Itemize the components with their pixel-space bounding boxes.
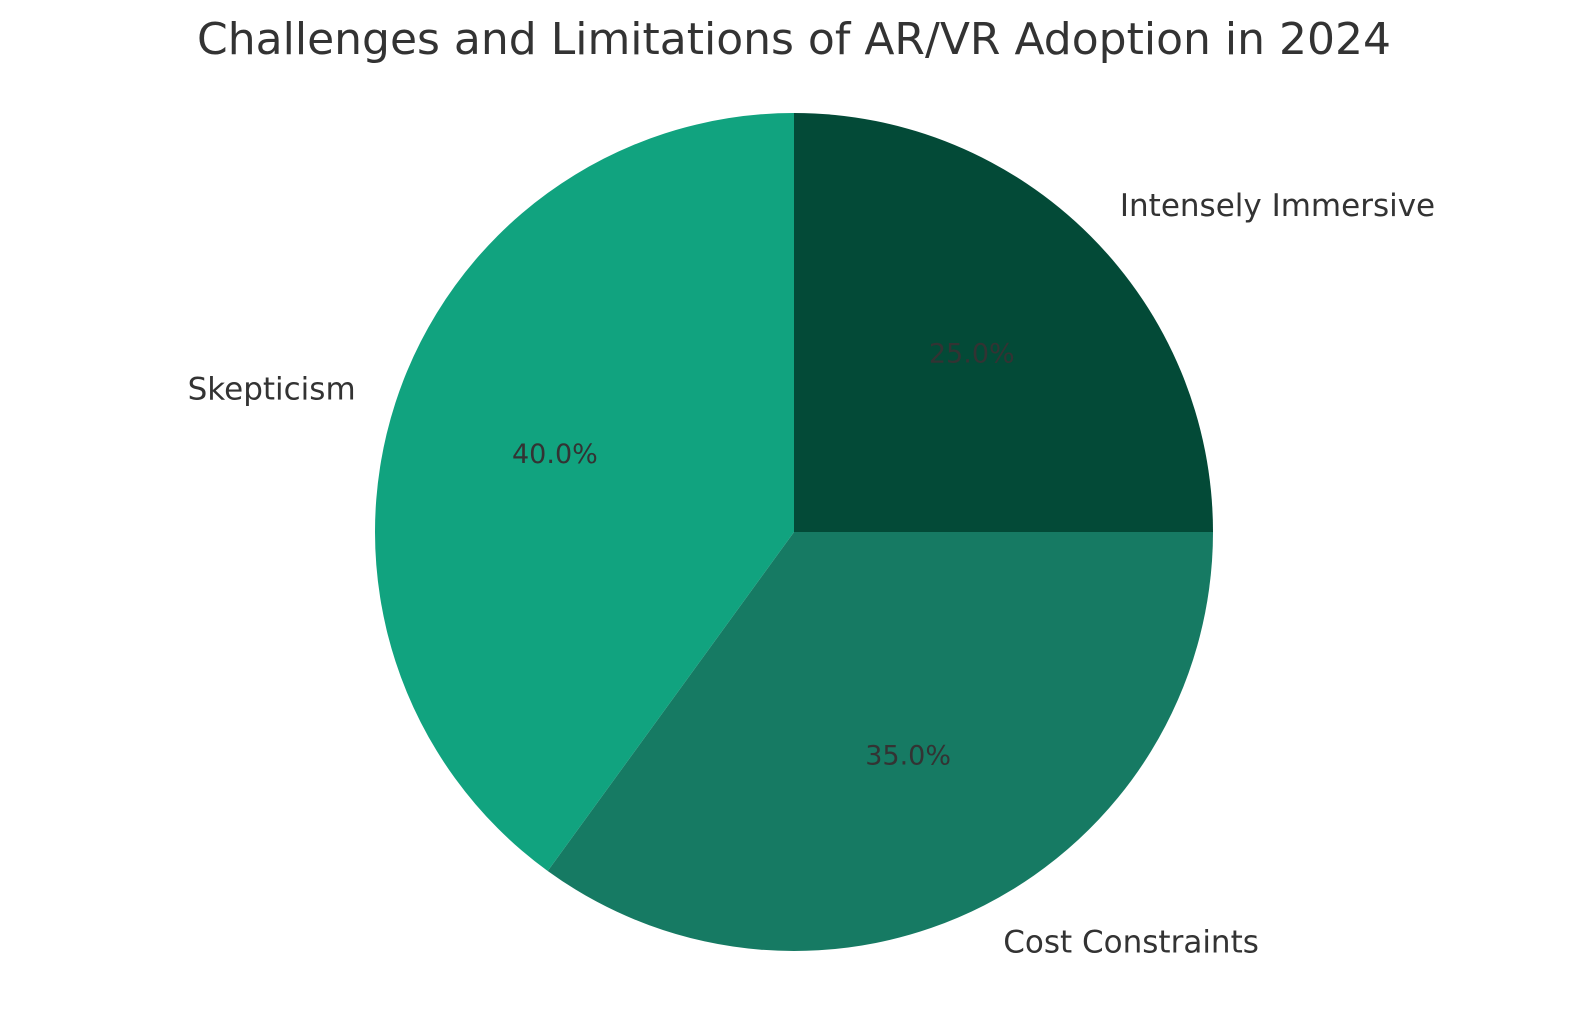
category-label: Skepticism (188, 372, 356, 408)
percent-label: 40.0% (512, 439, 598, 470)
category-label: Cost Constraints (1003, 925, 1259, 961)
percent-label: 25.0% (929, 339, 1015, 370)
pie-slices (374, 113, 1213, 952)
pie-slice-intensely-immersive (794, 113, 1213, 532)
category-labels: Intensely Immersive Cost Constraints Skept… (188, 188, 1436, 961)
pie-slice-cost-constraints (547, 532, 1213, 952)
percent-labels: 25.0% 35.0% 40.0% (512, 339, 1015, 772)
percent-label: 35.0% (865, 740, 951, 771)
pie-slice-skepticism (374, 113, 794, 871)
category-label: Intensely Immersive (1120, 188, 1435, 224)
chart-title: Challenges and Limitations of AR/VR Adop… (197, 14, 1391, 65)
